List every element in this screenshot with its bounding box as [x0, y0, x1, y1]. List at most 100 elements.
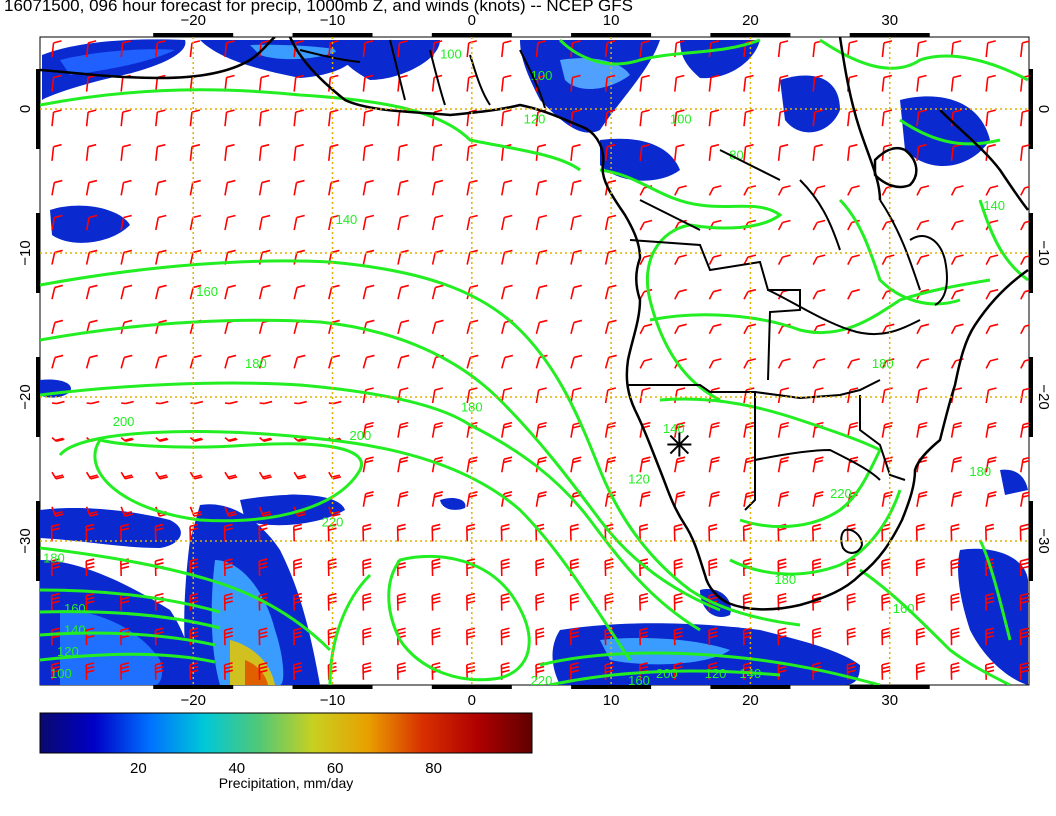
wind-barb — [120, 214, 132, 231]
wind-barb — [258, 558, 268, 577]
wind-barb — [777, 74, 789, 92]
wind-barb — [431, 214, 444, 231]
wind-barb — [362, 284, 375, 300]
wind-barb — [258, 179, 271, 196]
axis-tick-top — [292, 33, 373, 37]
wind-barb — [466, 491, 478, 507]
axis-tick-right — [1029, 213, 1033, 293]
wind-barb — [916, 421, 928, 438]
wind-barb — [777, 491, 790, 507]
contour-labels: 100 100 120 100 80 140 140 160 180 180 200 200 180 14… — [43, 47, 1005, 685]
wind-barb — [985, 456, 997, 473]
lon-tick-label-bottom: −10 — [320, 692, 345, 709]
wind-barb — [570, 456, 582, 473]
wind-barb — [847, 143, 858, 161]
wind-barb — [431, 523, 441, 542]
wind-barb — [812, 74, 823, 92]
colorbar-tick-label: 80 — [425, 760, 442, 777]
contour-label: 100 — [670, 111, 692, 126]
wind-barb — [777, 456, 790, 473]
axis-tick-left — [36, 69, 40, 149]
wind-barb — [570, 284, 582, 300]
wind-barb — [258, 662, 268, 680]
wind-barb — [120, 662, 130, 680]
wind-barb — [293, 558, 303, 577]
wind-barb — [674, 74, 685, 92]
contour-label: 100 — [440, 47, 462, 62]
wind-barb — [535, 319, 548, 334]
wind-barb — [535, 387, 547, 404]
axis-tick-bottom — [153, 685, 234, 689]
wind-barb — [881, 109, 893, 127]
wind-barb — [743, 74, 754, 92]
wind-barb — [431, 491, 444, 507]
wind-barb — [777, 185, 791, 196]
wind-barb — [85, 214, 98, 231]
wind-barb — [466, 74, 477, 92]
wind-barb — [1020, 358, 1029, 369]
wind-barb — [950, 40, 962, 58]
lon-tick-label-bottom: 10 — [603, 692, 620, 709]
contour-label: 180 — [43, 551, 65, 566]
wind-barb — [950, 491, 963, 507]
wind-barb — [1020, 456, 1029, 473]
wind-barb — [189, 214, 202, 231]
wind-barb — [362, 592, 372, 611]
wind-barb — [224, 143, 235, 161]
wind-barb — [362, 214, 375, 231]
wind-barb — [708, 323, 722, 335]
wind-barb — [777, 219, 791, 231]
wind-barb — [1020, 491, 1029, 507]
wind-barb — [674, 288, 687, 300]
wind-barb — [51, 143, 62, 161]
wind-barb — [466, 143, 477, 161]
map-title: 16071500, 096 hour forecast for precip, … — [4, 0, 633, 15]
wind-barb — [1019, 592, 1029, 611]
wind-barb — [812, 219, 826, 231]
wind-barb — [85, 284, 98, 300]
wind-barb — [85, 471, 99, 480]
wind-barb — [639, 456, 651, 473]
wind-barb — [431, 74, 443, 92]
wind-barb — [224, 40, 235, 58]
wind-barb — [362, 421, 374, 438]
wind-barb — [224, 400, 238, 405]
wind-barb — [812, 491, 824, 507]
wind-barb — [673, 523, 683, 542]
wind-barb — [362, 523, 372, 542]
wind-barb — [397, 387, 409, 404]
wind-barb — [1019, 523, 1029, 542]
wind-barb — [777, 254, 791, 265]
contour-label: 140 — [336, 212, 358, 227]
wind-barb — [293, 249, 306, 265]
wind-barb — [51, 436, 65, 443]
axis-tick-right — [1029, 357, 1033, 437]
wind-barb — [362, 558, 372, 577]
wind-barb — [639, 143, 650, 161]
wind-barb — [569, 592, 579, 611]
wind-barb — [881, 662, 891, 680]
wind-barb — [85, 506, 99, 517]
wind-barb — [466, 179, 478, 196]
wind-barb — [189, 249, 202, 265]
lat-tick-label-left: 0 — [17, 105, 34, 113]
wind-barb — [293, 179, 305, 196]
wind-barb — [259, 400, 273, 405]
wind-barb — [293, 214, 305, 231]
wind-barb — [501, 354, 514, 369]
wind-barb — [673, 558, 683, 577]
wind-barb — [915, 627, 925, 646]
wind-barb — [950, 523, 960, 542]
wind-barb — [120, 284, 133, 300]
wind-barb — [950, 143, 962, 161]
axis-tick-top — [153, 33, 234, 37]
wind-barb — [51, 506, 64, 517]
wind-barb — [777, 109, 789, 127]
wind-barb — [51, 40, 62, 58]
wind-barb — [639, 491, 651, 507]
wind-barb — [916, 491, 928, 507]
axis-tick-bottom — [571, 685, 652, 689]
wind-barb — [327, 523, 337, 542]
wind-barb — [915, 592, 925, 611]
